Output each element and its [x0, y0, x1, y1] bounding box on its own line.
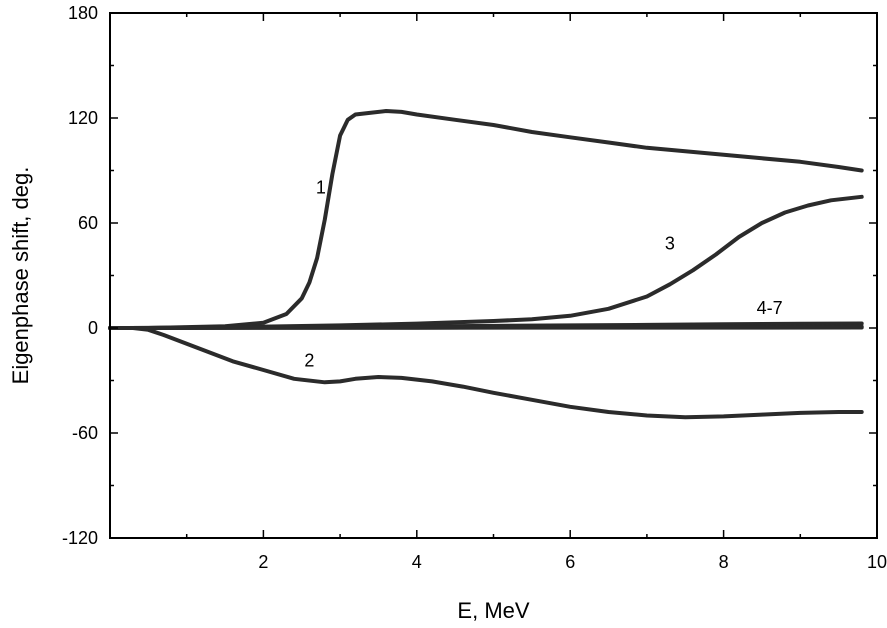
x-tick-label: 8 [719, 552, 729, 572]
series-line-2 [108, 326, 864, 420]
y-tick-label: -60 [72, 423, 98, 443]
x-axis-title: E, MeV [457, 598, 529, 623]
y-tick-label: 0 [88, 318, 98, 338]
x-tick-label: 6 [565, 552, 575, 572]
series-line-6 [108, 325, 864, 330]
curve-label-1: 1 [316, 177, 326, 197]
curve-label-4: 4-7 [757, 298, 783, 318]
curve-label-3: 3 [665, 233, 675, 253]
series-line-1 [108, 109, 864, 330]
x-tick-label: 2 [258, 552, 268, 572]
x-tick-label: 4 [412, 552, 422, 572]
x-tick-label: 10 [867, 552, 887, 572]
y-tick-label: 120 [68, 108, 98, 128]
plot-frame [109, 12, 878, 539]
y-tick-label: 60 [78, 213, 98, 233]
y-tick-label: 180 [68, 3, 98, 23]
curve-label-2: 2 [304, 351, 314, 371]
y-tick-label: -120 [62, 528, 98, 548]
series-lines [108, 109, 864, 420]
curve-labels: 1 2 3 4-7 [304, 177, 782, 370]
series-line-3 [108, 194, 864, 330]
y-axis-title: Eigenphase shift, deg. [8, 167, 33, 385]
axis-ticks [110, 12, 878, 539]
tick-labels: 2 4 6 8 10 -120 -60 0 60 120 180 [62, 3, 887, 572]
